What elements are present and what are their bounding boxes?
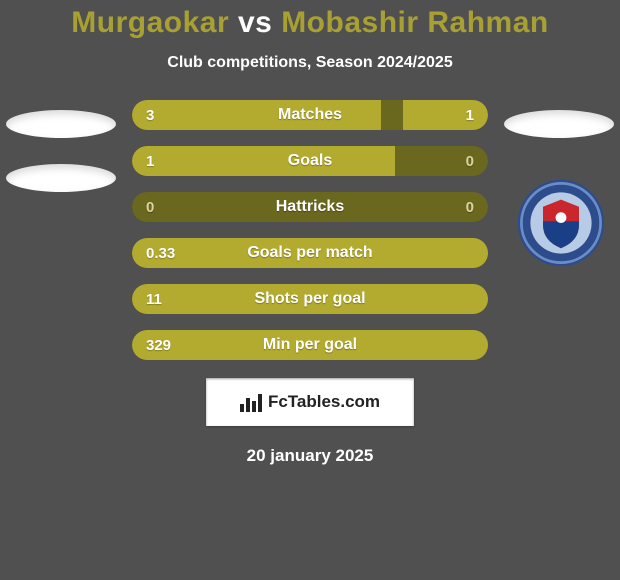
stat-left-value: 3 xyxy=(146,100,154,130)
stat-row: Goals per match0.33 xyxy=(132,238,488,268)
player2-club-badge xyxy=(516,178,606,268)
stat-rows: Matches31Goals10Hattricks00Goals per mat… xyxy=(132,100,488,376)
stat-left-value: 0.33 xyxy=(146,238,175,268)
stat-row: Min per goal329 xyxy=(132,330,488,360)
stat-left-value: 0 xyxy=(146,192,154,222)
club-badge-svg xyxy=(516,178,606,268)
title-vs: vs xyxy=(238,6,272,39)
player2-name: Mobashir Rahman xyxy=(281,6,549,39)
page-title: Murgaokar vs Mobashir Rahman xyxy=(0,6,620,40)
brand-card: FcTables.com xyxy=(206,378,414,426)
player1-club-placeholder xyxy=(6,164,116,192)
stat-label: Shots per goal xyxy=(132,284,488,314)
stat-right-value: 0 xyxy=(466,192,474,222)
stat-left-value: 1 xyxy=(146,146,154,176)
stat-left-value: 329 xyxy=(146,330,171,360)
stats-area: Matches31Goals10Hattricks00Goals per mat… xyxy=(0,100,620,370)
subtitle: Club competitions, Season 2024/2025 xyxy=(0,54,620,72)
player2-photo-placeholder xyxy=(504,110,614,138)
player1-name: Murgaokar xyxy=(71,6,229,39)
player1-photo-placeholder xyxy=(6,110,116,138)
comparison-card: Murgaokar vs Mobashir Rahman Club compet… xyxy=(0,0,620,580)
stat-right-value: 1 xyxy=(466,100,474,130)
stat-left-value: 11 xyxy=(146,284,162,314)
footer-date: 20 january 2025 xyxy=(0,446,620,466)
badge-ball xyxy=(556,212,567,223)
stat-label: Matches xyxy=(132,100,488,130)
brand-text: FcTables.com xyxy=(268,392,380,412)
stat-right-value: 0 xyxy=(466,146,474,176)
stat-row: Matches3 1 xyxy=(132,100,488,130)
stat-row: Shots per goal11 xyxy=(132,284,488,314)
stat-label: Goals per match xyxy=(132,238,488,268)
stat-row: Goals1 0 xyxy=(132,146,488,176)
stat-label: Hattricks xyxy=(132,192,488,222)
stat-row: Hattricks0 0 xyxy=(132,192,488,222)
stat-label: Goals xyxy=(132,146,488,176)
stat-label: Min per goal xyxy=(132,330,488,360)
chart-icon xyxy=(240,392,262,412)
